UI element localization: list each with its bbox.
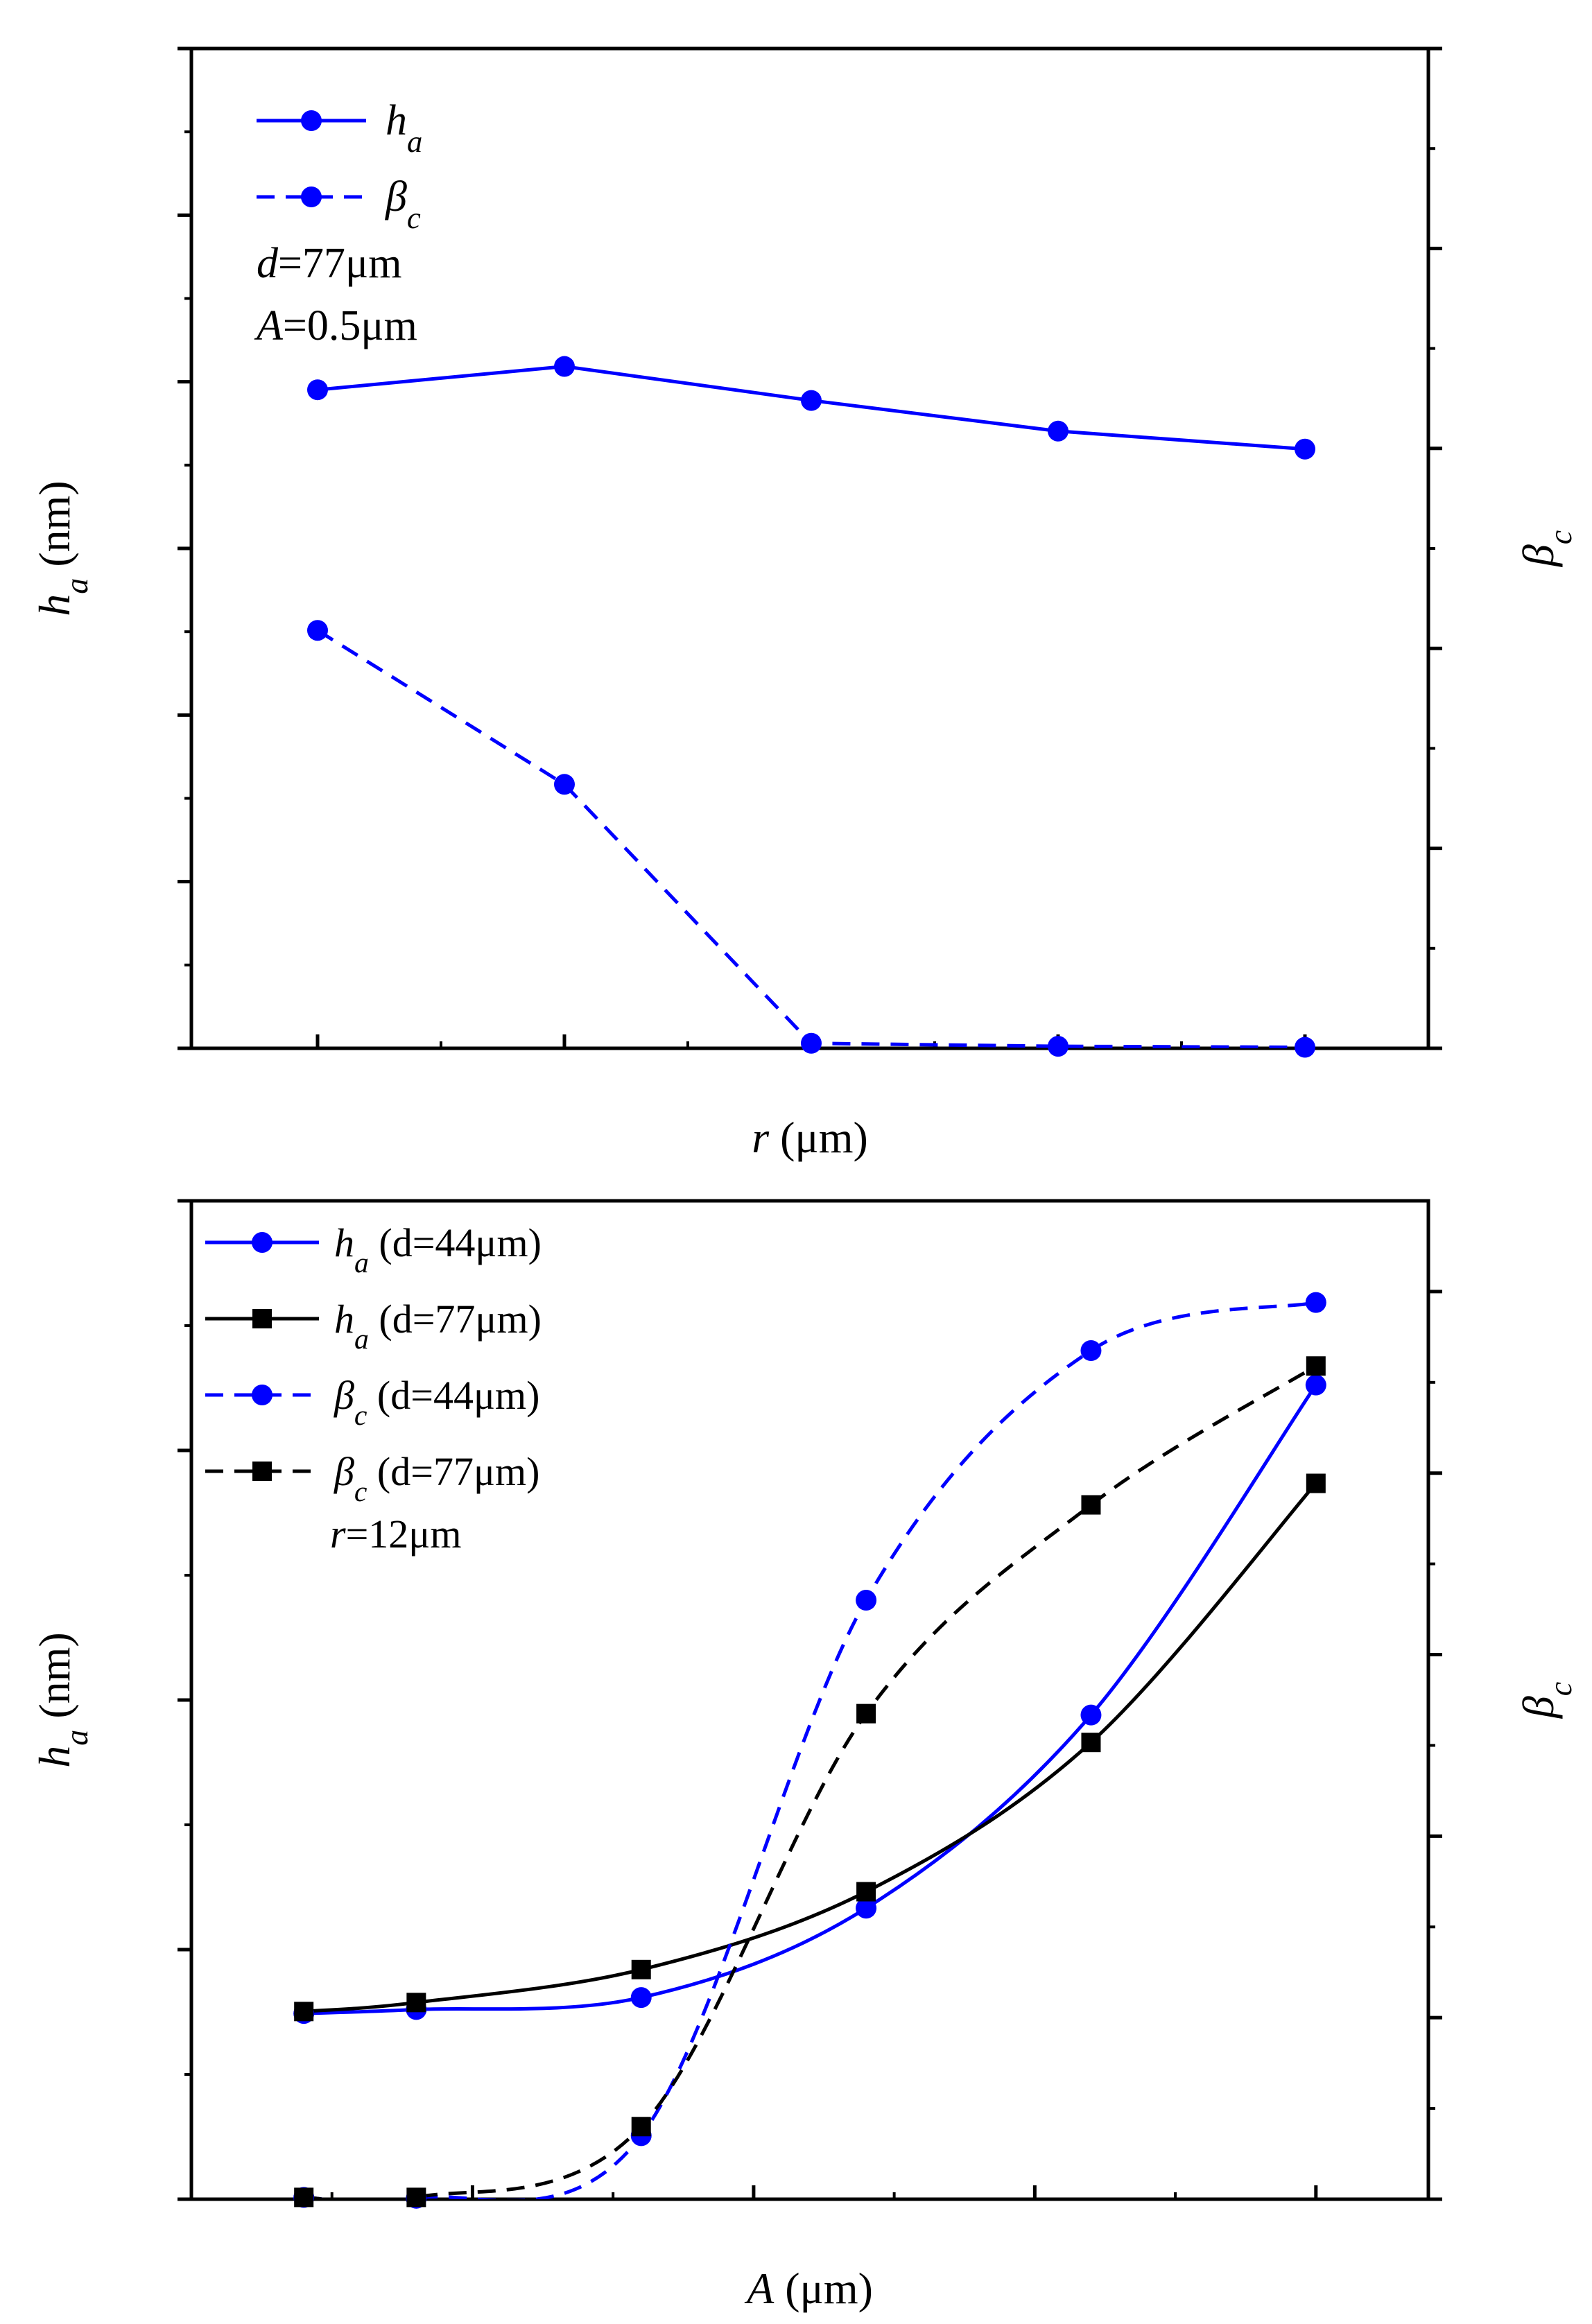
annotation: A=0.5μm: [254, 302, 417, 349]
marker-layer: [307, 356, 1315, 1058]
data-point: [406, 1993, 426, 2013]
legend-swatch-marker: [301, 187, 322, 207]
data-point: [856, 1898, 877, 1919]
data-point: [307, 379, 328, 401]
data-point: [1048, 420, 1068, 442]
series-line-1: [303, 1482, 1317, 2013]
legend-swatch-marker: [252, 1462, 272, 1481]
marker-layer: [293, 1292, 1326, 2209]
data-point: [294, 2002, 314, 2022]
data-point: [631, 1959, 651, 1979]
data-point: [1295, 438, 1315, 460]
chart-panel-1: A (μm) ha (nm) βc ha (d=44μm) ha (d=77μm) βc …: [30, 1199, 1578, 2313]
data-point: [1305, 1374, 1326, 1396]
data-point: [801, 390, 822, 411]
x-axis-label: A (μm): [744, 2264, 873, 2313]
annotation: r=12μm: [330, 1511, 462, 1556]
data-point: [307, 620, 328, 641]
data-point: [1306, 1473, 1326, 1493]
legend-swatch-marker: [252, 1232, 272, 1253]
annotation: d=77μm: [257, 240, 401, 287]
y-right-axis-label: βc: [1514, 1682, 1578, 1719]
data-point: [554, 774, 575, 795]
data-point: [406, 2187, 426, 2208]
y-left-axis-label: ha (nm): [30, 1632, 94, 1767]
y-left-axis-label: ha (nm): [30, 480, 94, 616]
y-right-axis-label: βc: [1514, 530, 1578, 568]
series-line-3: [304, 1364, 1317, 2199]
data-point: [1295, 1037, 1315, 1058]
data-point: [856, 1590, 877, 1611]
data-point: [554, 356, 575, 377]
data-point: [1080, 1340, 1102, 1361]
data-point: [801, 1032, 822, 1054]
data-point: [1081, 1733, 1101, 1753]
data-point: [1305, 1292, 1326, 1313]
legend-swatch-marker: [301, 110, 322, 131]
series-line-0: [304, 1384, 1317, 2015]
legend-swatch-marker: [252, 1385, 272, 1405]
legend-swatch-marker: [252, 1309, 272, 1328]
x-axis-label: r (μm): [752, 1113, 868, 1162]
legend-label: ha (d=77μm): [334, 1297, 542, 1355]
chart-panel-0: r (μm) ha (nm) βc ha βc d=77μm A=0.5μm: [30, 46, 1578, 1162]
data-point: [294, 2187, 314, 2208]
data-point: [856, 1703, 876, 1724]
data-point: [631, 2117, 651, 2137]
legend-label: βc (d=77μm): [334, 1449, 539, 1508]
data-point: [1306, 1356, 1326, 1376]
data-point: [1081, 1495, 1101, 1515]
data-point: [1048, 1036, 1068, 1057]
data-point: [1080, 1704, 1102, 1726]
legend-label: βc: [385, 173, 421, 235]
data-point: [630, 1987, 652, 2009]
legend-label: ha (d=44μm): [334, 1220, 542, 1279]
legend-label: ha: [386, 97, 422, 159]
data-point: [856, 1882, 876, 1902]
legend-label: βc (d=44μm): [334, 1373, 539, 1432]
